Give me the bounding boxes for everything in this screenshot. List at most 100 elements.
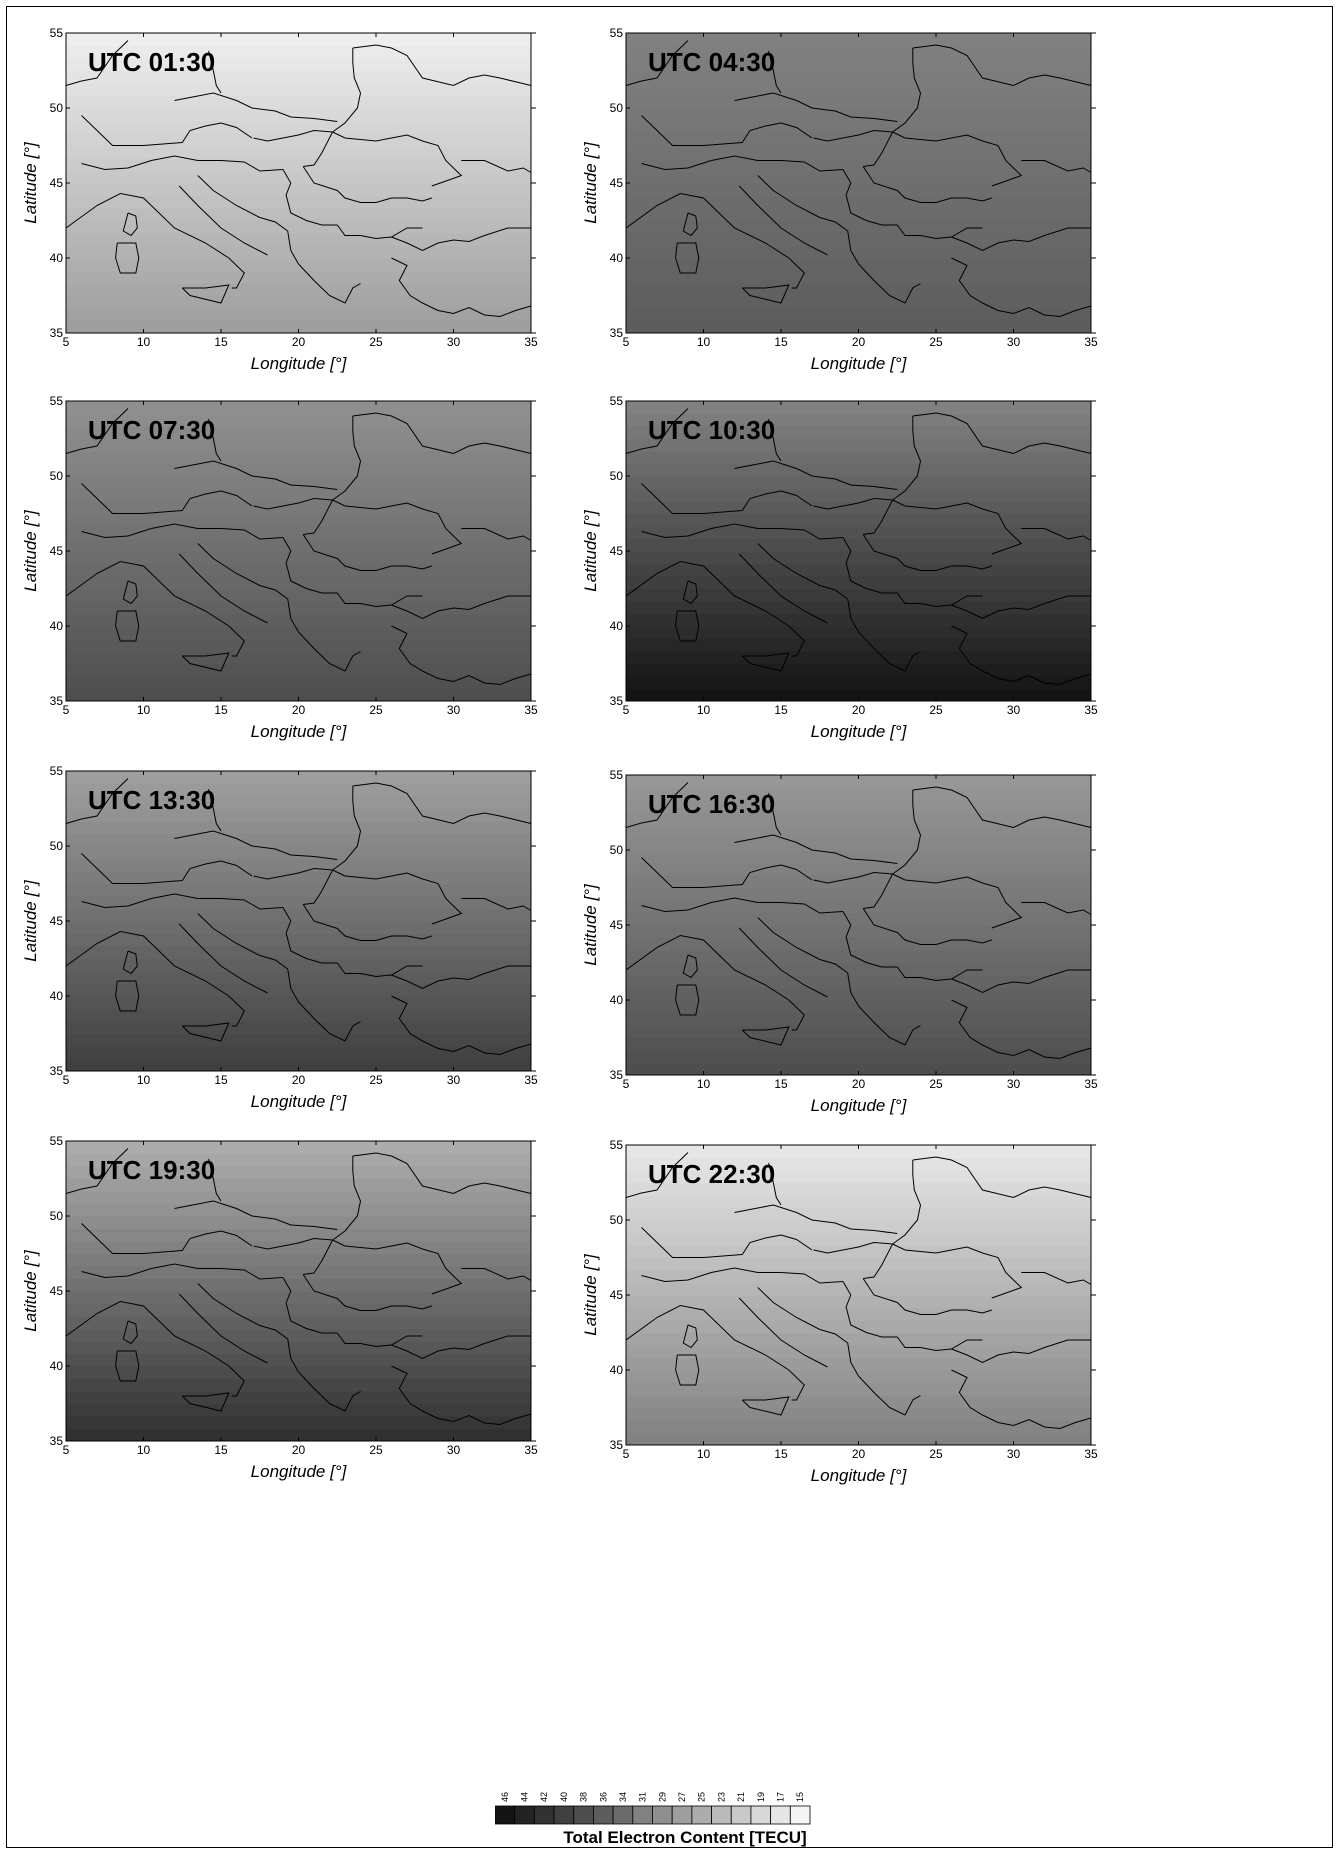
country-border <box>1021 902 1092 915</box>
country-border <box>174 92 338 122</box>
country-border <box>951 595 1091 620</box>
x-tick-label: 15 <box>774 1447 788 1461</box>
country-border <box>912 44 1092 87</box>
country-border <box>892 790 922 875</box>
country-border <box>951 227 1091 252</box>
tec-band <box>66 245 531 259</box>
country-border <box>391 595 531 620</box>
y-tick-label: 40 <box>610 993 624 1007</box>
country-border <box>813 497 893 510</box>
country-border <box>734 834 898 864</box>
colorbar-swatch <box>494 1805 516 1825</box>
country-border <box>813 129 893 142</box>
tec-band <box>626 663 1091 677</box>
y-tick-label: 55 <box>50 26 64 40</box>
tec-band <box>66 1253 531 1267</box>
colorbar-label: 46 <box>500 1792 510 1802</box>
tec-band <box>626 488 1091 502</box>
colorbar-label: 40 <box>559 1792 569 1802</box>
tec-band <box>66 1391 531 1404</box>
country-border <box>115 242 140 274</box>
country-border <box>178 553 268 624</box>
tec-band <box>626 1420 1091 1433</box>
tec-band <box>66 108 531 121</box>
country-border <box>178 923 268 994</box>
colorbar-label: 15 <box>795 1792 805 1802</box>
tec-band <box>66 283 531 296</box>
tec-band <box>66 846 531 859</box>
country-border <box>303 499 334 535</box>
country-border <box>738 185 828 256</box>
country-border <box>336 1332 423 1348</box>
colorbar-label: 34 <box>618 1792 628 1802</box>
country-border <box>813 871 893 884</box>
country-border <box>174 830 338 860</box>
tec-band <box>66 1166 531 1179</box>
x-tick-label: 15 <box>774 1077 788 1091</box>
country-border <box>391 257 532 318</box>
tec-band <box>626 170 1091 184</box>
tec-band <box>626 70 1091 84</box>
tec-map-svg: 5 10 15 20 25 30 35 35 40 45 50 55 Longitude [°] Lati… <box>21 394 538 741</box>
country-border <box>461 898 532 911</box>
x-tick-label: 30 <box>1007 335 1021 349</box>
utc-time-label: UTC 22:30 <box>648 1159 775 1189</box>
tec-map-svg: 5 10 15 20 25 30 35 35 40 45 50 55 Longitude [°] Lati… <box>581 1138 1098 1485</box>
country-border <box>174 1200 338 1230</box>
y-tick-label: 55 <box>50 764 64 778</box>
tec-band <box>626 775 1091 788</box>
country-border <box>682 212 698 237</box>
country-border <box>181 652 230 672</box>
tec-map-svg: 5 10 15 20 25 30 35 35 40 45 50 55 Longitude [°] Lati… <box>581 768 1098 1115</box>
tec-band <box>66 1228 531 1242</box>
tec-map-panel: 5 10 15 20 25 30 35 35 40 45 50 55 Longitude [°] Lati… <box>6 25 551 385</box>
country-border <box>768 50 782 94</box>
country-border <box>332 786 362 871</box>
tec-band <box>66 1416 531 1429</box>
country-border <box>181 1392 230 1412</box>
country-border <box>892 873 983 884</box>
country-border <box>122 950 138 975</box>
tec-band <box>66 1033 531 1047</box>
country-border <box>332 1156 362 1241</box>
country-border <box>65 930 245 1027</box>
x-tick-label: 35 <box>1084 703 1098 717</box>
country-border <box>208 418 222 462</box>
figure-frame <box>6 6 1333 1848</box>
country-border <box>858 1375 921 1416</box>
tec-band <box>66 45 531 59</box>
tec-band <box>66 933 531 947</box>
country-border <box>352 44 532 87</box>
tec-band <box>66 1378 531 1392</box>
country-border <box>982 140 1023 187</box>
x-axis-title: Longitude [°] <box>811 1466 908 1485</box>
y-tick-label: 45 <box>610 918 624 932</box>
country-border <box>982 508 1023 555</box>
colorbar-swatch <box>671 1805 693 1825</box>
country-border <box>896 592 983 608</box>
y-tick-label: 40 <box>610 251 624 265</box>
tec-band <box>626 1320 1091 1333</box>
country-border <box>81 483 253 514</box>
y-tick-label: 45 <box>610 544 624 558</box>
country-border <box>253 1237 333 1250</box>
tec-band <box>626 95 1091 109</box>
tec-band <box>66 233 531 246</box>
x-tick-label: 20 <box>852 1447 866 1461</box>
y-tick-label: 50 <box>610 101 624 115</box>
tec-band <box>66 921 531 934</box>
country-border <box>863 131 894 167</box>
tec-band <box>626 1182 1091 1196</box>
country-border <box>1021 1272 1092 1285</box>
y-tick-label: 45 <box>50 1284 64 1298</box>
country-border <box>122 580 138 605</box>
colorbar-swatch <box>691 1805 712 1825</box>
tec-band <box>66 1178 531 1192</box>
country-border <box>641 857 813 888</box>
country-border <box>734 1204 898 1234</box>
tec-band <box>66 908 531 922</box>
tec-band <box>626 158 1091 171</box>
x-tick-label: 35 <box>1084 1447 1098 1461</box>
colorbar-swatch <box>632 1805 653 1825</box>
tec-band <box>626 887 1091 901</box>
